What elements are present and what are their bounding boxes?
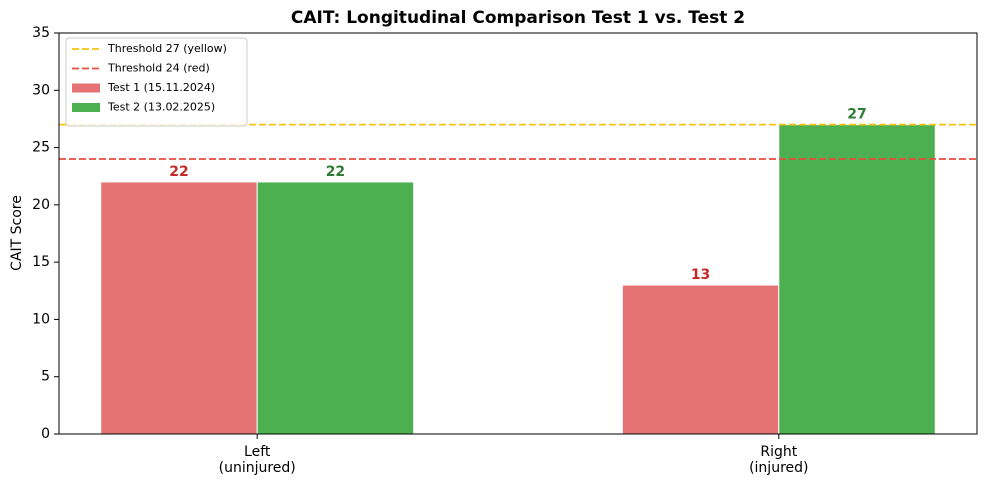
legend-box [65, 37, 248, 127]
y-tick-label: 25 [32, 140, 50, 156]
legend-swatch [72, 83, 100, 93]
y-tick-label: 0 [41, 426, 50, 442]
y-tick-label: 30 [32, 82, 50, 98]
y-tick-label: 35 [32, 25, 50, 41]
legend-label: Threshold 27 (yellow) [107, 42, 227, 55]
x-tick-label: Right (injured) [749, 444, 808, 476]
bar [256, 181, 415, 435]
bar [778, 124, 936, 435]
legend-swatch [72, 103, 100, 112]
value-label: 22 [169, 164, 188, 180]
y-tick-label: 15 [32, 254, 50, 270]
legend-label: Test 1 (15.11.2024) [107, 81, 215, 94]
bar [100, 181, 258, 435]
chart-title: CAIT: Longitudinal Comparison Test 1 vs.… [291, 8, 745, 28]
plot-frame [58, 32, 978, 435]
value-label: 22 [326, 164, 345, 180]
value-label: 27 [847, 107, 866, 123]
y-tick-label: 5 [41, 369, 50, 385]
legend-label: Threshold 24 (red) [107, 62, 210, 75]
y-tick-label: 10 [32, 311, 50, 327]
value-label: 13 [691, 267, 710, 283]
y-axis-label: CAIT Score [9, 195, 25, 271]
y-tick-label: 20 [32, 197, 50, 213]
bar [621, 284, 780, 435]
legend-label: Test 2 (13.02.2025) [107, 101, 215, 114]
x-tick-label: Left (uninjured) [219, 444, 296, 476]
